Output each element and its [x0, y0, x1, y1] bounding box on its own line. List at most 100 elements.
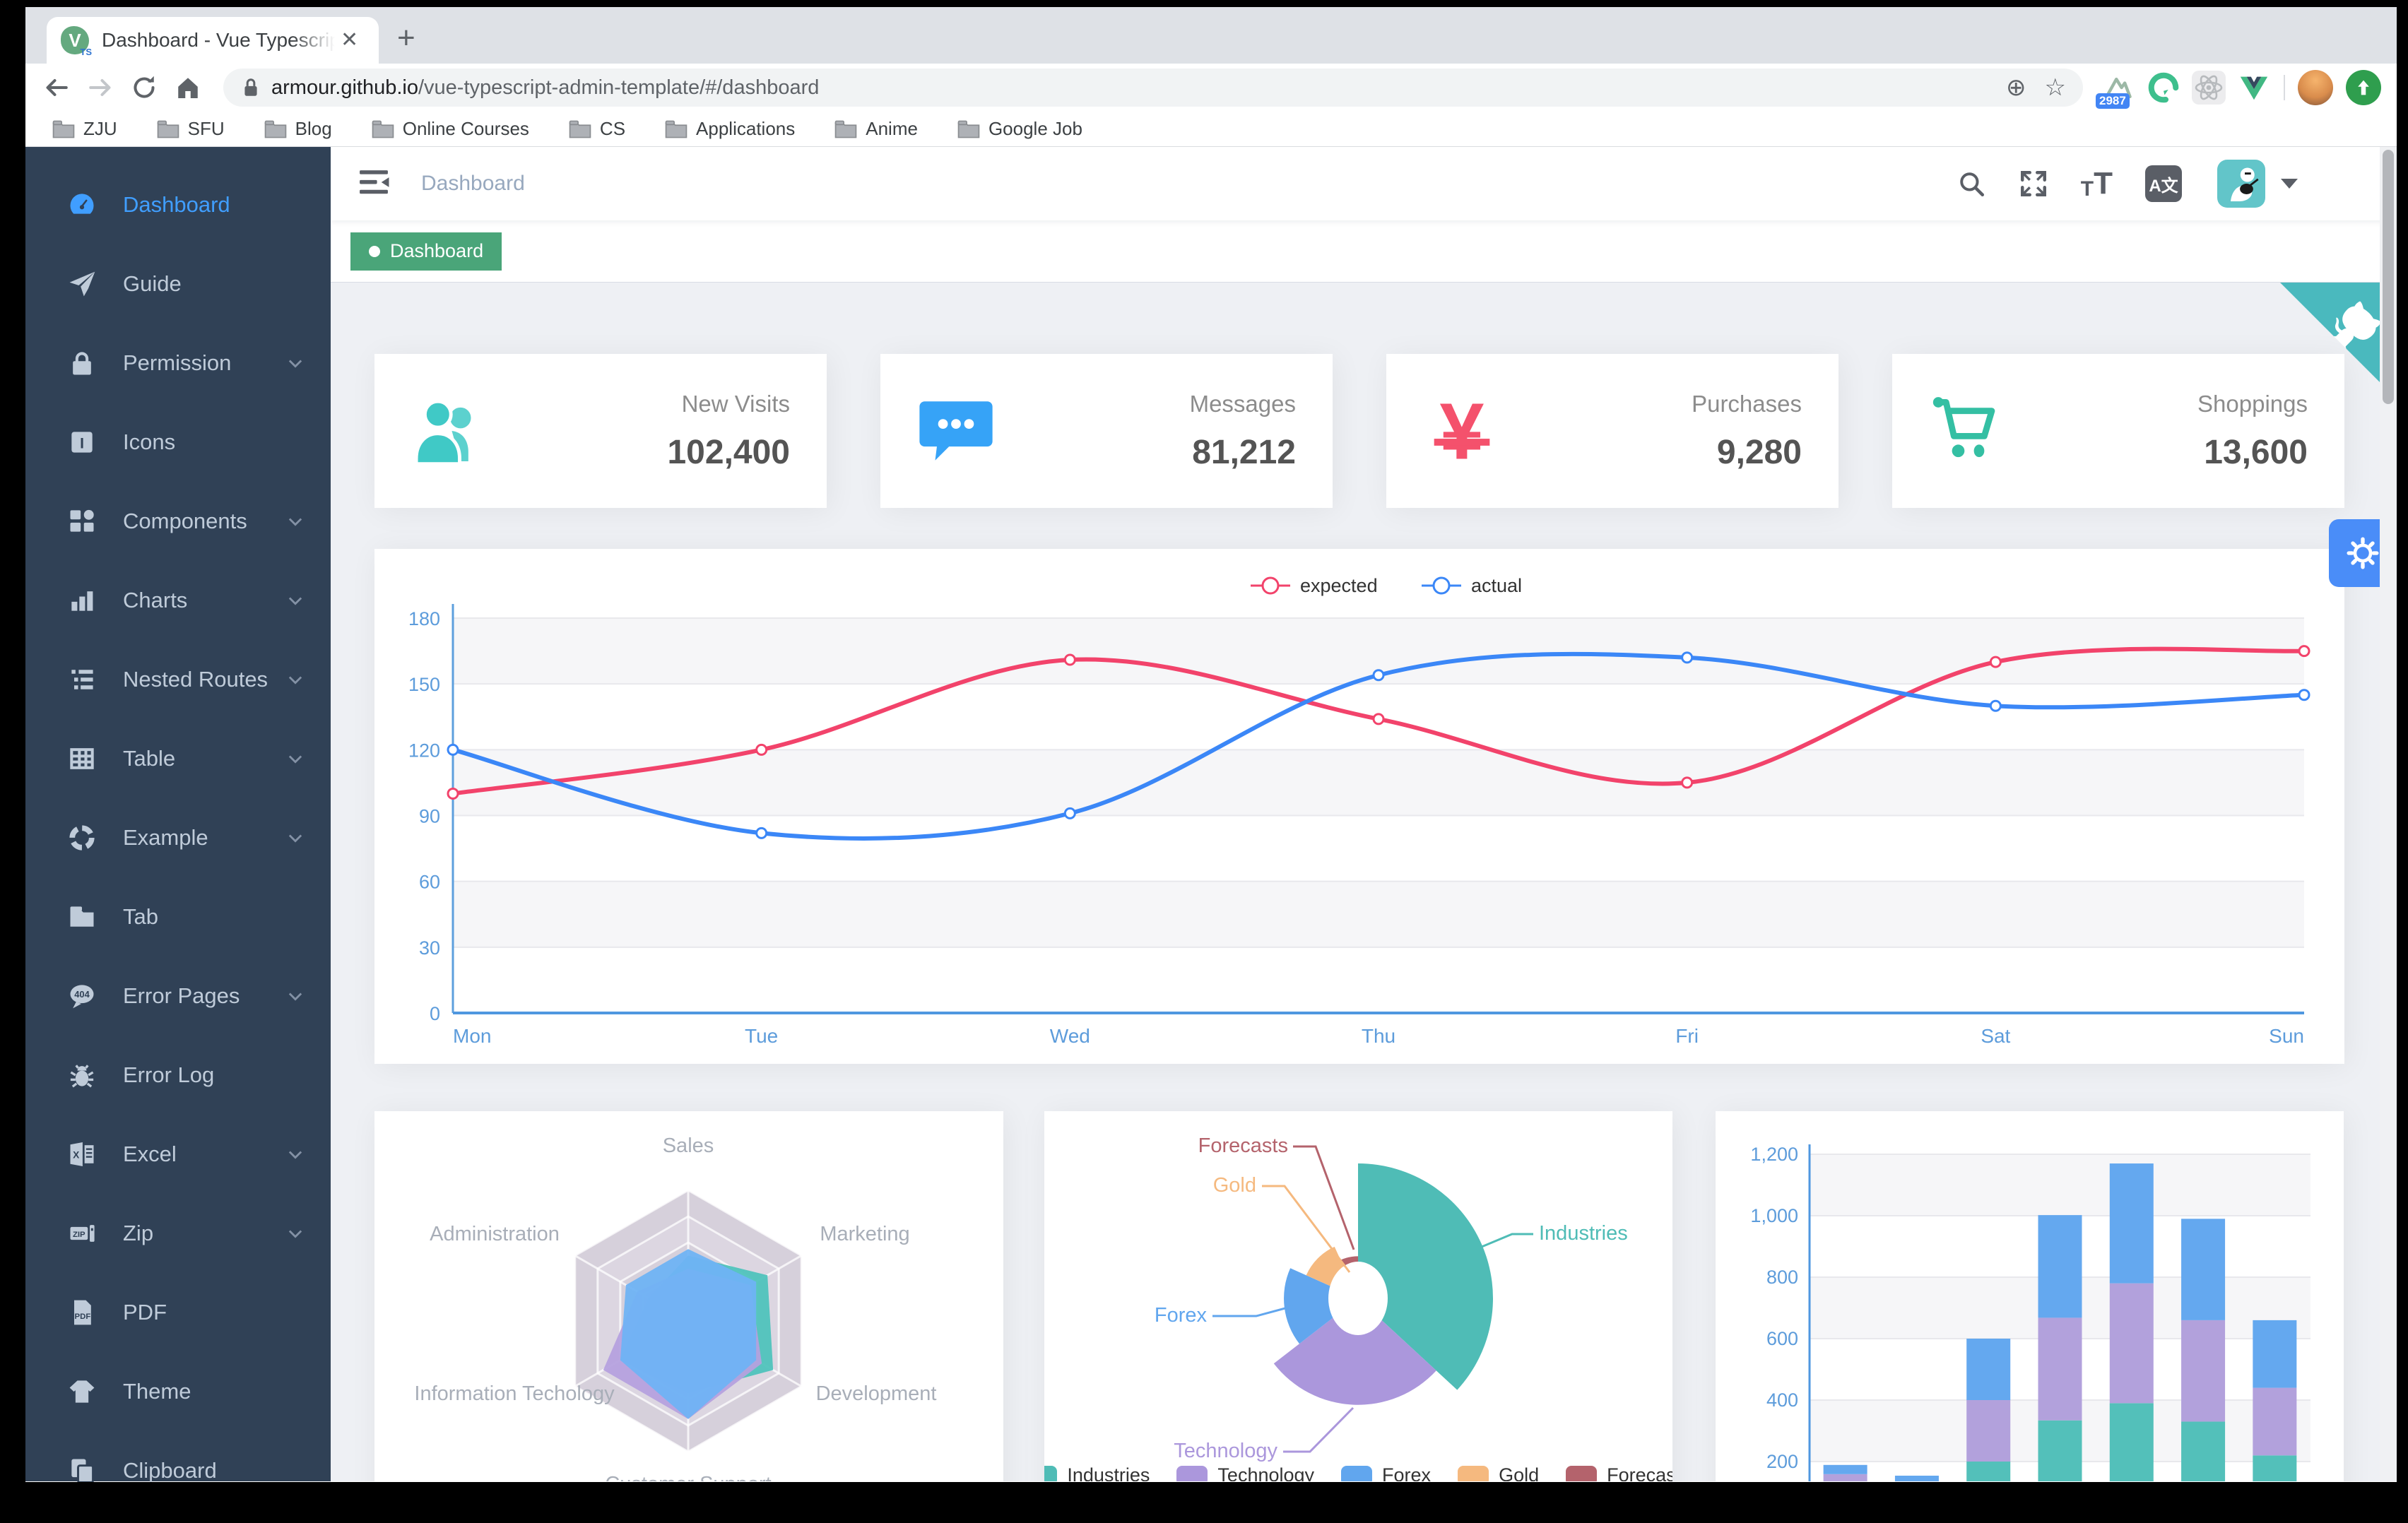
money-icon: ¥ — [1434, 389, 1490, 473]
bookmark-item[interactable]: SFU — [157, 118, 225, 140]
sidebar-item-guide[interactable]: Guide — [25, 244, 331, 324]
page-scrollbar[interactable] — [2380, 147, 2397, 1481]
new-tab-button[interactable]: + — [397, 20, 415, 55]
example-icon — [69, 825, 95, 851]
legend-label: Technology — [1217, 1464, 1315, 1481]
bookmark-star-icon[interactable]: ☆ — [2044, 74, 2066, 101]
translate-icon[interactable]: A文 — [2145, 165, 2182, 202]
chevron-down-icon — [288, 834, 302, 843]
pie-legend-item[interactable]: Technology — [1176, 1464, 1314, 1481]
stat-value: 9,280 — [1716, 433, 1802, 471]
svg-text:90: 90 — [419, 806, 440, 827]
tags-bar: Dashboard — [331, 220, 2397, 283]
sidebar-item-error-pages[interactable]: 404 Error Pages — [25, 956, 331, 1036]
svg-text:1,200: 1,200 — [1750, 1144, 1798, 1165]
sidebar-item-clipboard[interactable]: Clipboard — [25, 1431, 331, 1482]
zip-icon: ZIP — [70, 1225, 95, 1242]
sidebar-item-dashboard[interactable]: Dashboard — [25, 165, 331, 244]
browser-update-icon[interactable] — [2346, 70, 2381, 105]
extension-momentum-icon[interactable]: 2987 — [2096, 71, 2135, 109]
scrollbar-thumb[interactable] — [2383, 150, 2394, 404]
tag-dashboard[interactable]: Dashboard — [350, 232, 502, 271]
legend-swatch — [1044, 1465, 1058, 1481]
sidebar-item-example[interactable]: Example — [25, 798, 331, 877]
sidebar-item-label: Example — [123, 825, 208, 850]
sidebar-item-components[interactable]: Components — [25, 482, 331, 561]
legend-label: Gold — [1499, 1464, 1540, 1481]
svg-text:I: I — [80, 435, 84, 451]
sidebar-item-icons[interactable]: I Icons — [25, 403, 331, 482]
bookmark-item[interactable]: Anime — [834, 118, 918, 140]
pie-legend-item[interactable]: Industries — [1044, 1464, 1150, 1481]
user-avatar[interactable] — [2217, 160, 2265, 208]
reload-icon[interactable] — [129, 72, 160, 103]
back-icon[interactable] — [41, 72, 72, 103]
folder-icon — [264, 120, 286, 138]
sidebar-item-label: Components — [123, 509, 247, 533]
bookmark-item[interactable]: ZJU — [52, 118, 117, 140]
stat-card-new-visits[interactable]: New Visits 102,400 — [374, 354, 827, 508]
pie-legend-item[interactable]: Forex — [1341, 1464, 1431, 1481]
sidebar-item-label: Charts — [123, 588, 188, 612]
hamburger-icon[interactable] — [356, 166, 391, 202]
pie-chart[interactable]: Industries Technology Forex Gold Forecasts — [1044, 1111, 1672, 1464]
sidebar-item-pdf[interactable]: PDF PDF — [25, 1273, 331, 1352]
bookmark-label: Applications — [696, 118, 796, 139]
zoom-page-icon[interactable]: ⊕ — [2006, 74, 2026, 101]
stat-value: 102,400 — [667, 433, 790, 471]
bar-chart-card: 2004006008001,0001,200MonTueWedThuFriSat… — [1716, 1111, 2344, 1481]
browser-tab[interactable]: V TS Dashboard - Vue Typescript Ad ✕ — [47, 17, 379, 64]
pie-legend-item[interactable]: Gold — [1458, 1464, 1539, 1481]
forward-icon[interactable] — [85, 72, 116, 103]
sidebar-item-zip[interactable]: ZIP Zip — [25, 1194, 331, 1273]
bookmark-item[interactable]: Blog — [264, 118, 332, 140]
sidebar-item-theme[interactable]: Theme — [25, 1352, 331, 1431]
svg-text:600: 600 — [1766, 1328, 1798, 1349]
svg-text:Technology: Technology — [1174, 1440, 1277, 1462]
sidebar-item-label: Theme — [123, 1379, 191, 1404]
stat-card-messages[interactable]: Messages 81,212 — [880, 354, 1333, 508]
tab-close-icon[interactable]: ✕ — [341, 28, 359, 52]
folder-icon — [569, 120, 591, 138]
bar-chart[interactable]: 2004006008001,0001,200MonTueWedThuFriSat… — [1716, 1111, 2344, 1481]
sidebar-item-nested-routes[interactable]: Nested Routes — [25, 640, 331, 719]
profile-avatar[interactable] — [2298, 70, 2333, 105]
github-corner-icon[interactable] — [2280, 283, 2397, 403]
sidebar-item-label: Guide — [123, 271, 182, 296]
line-chart[interactable]: 0 30 60 90 120 150 180 Mon Tue Wed Thu Fri Sat Sun exp… — [374, 549, 2344, 1064]
bookmark-label: ZJU — [83, 118, 117, 139]
sidebar-item-permission[interactable]: Permission — [25, 324, 331, 403]
sidebar-item-tab[interactable]: Tab — [25, 877, 331, 956]
permission-icon — [73, 352, 91, 375]
sidebar-item-excel[interactable]: X Excel — [25, 1115, 331, 1194]
search-icon[interactable] — [1956, 169, 1986, 198]
bookmark-item[interactable]: Applications — [665, 118, 795, 140]
sidebar-item-table[interactable]: Table — [25, 719, 331, 798]
bookmark-item[interactable]: CS — [569, 118, 625, 140]
svg-text:30: 30 — [419, 937, 440, 959]
bookmark-item[interactable]: Google Job — [957, 118, 1082, 140]
svg-text:Thu: Thu — [1362, 1025, 1395, 1047]
sidebar: Dashboard Guide Permission I Icons Components… — [25, 147, 331, 1482]
bookmark-item[interactable]: Online Courses — [372, 118, 529, 140]
bookmark-label: Anime — [866, 118, 918, 139]
stat-card-purchases[interactable]: ¥ Purchases 9,280 — [1386, 354, 1839, 508]
sidebar-item-charts[interactable]: Charts — [25, 561, 331, 640]
extension-react-icon[interactable] — [2192, 71, 2226, 105]
stat-card-shoppings[interactable]: Shoppings 13,600 — [1892, 354, 2344, 508]
radar-chart[interactable]: Sales Administration Information Techology… — [374, 1111, 1003, 1481]
sidebar-item-error-log[interactable]: Error Log — [25, 1036, 331, 1115]
extension-vue-icon[interactable] — [2237, 71, 2271, 105]
fullscreen-icon[interactable] — [2019, 169, 2048, 198]
home-icon[interactable] — [172, 72, 203, 103]
stat-value: 81,212 — [1192, 433, 1296, 471]
address-bar[interactable]: armour.github.io/vue-typescript-admin-te… — [223, 69, 2083, 107]
folder-icon — [52, 120, 75, 138]
pie-legend-item[interactable]: Forecasts — [1566, 1464, 1672, 1481]
avatar-caret-icon[interactable] — [2281, 179, 2298, 189]
legend-swatch — [1566, 1465, 1598, 1481]
chevron-down-icon — [288, 992, 302, 1001]
svg-text:400: 400 — [1766, 1389, 1798, 1411]
extension-grammarly-icon[interactable] — [2147, 71, 2180, 105]
